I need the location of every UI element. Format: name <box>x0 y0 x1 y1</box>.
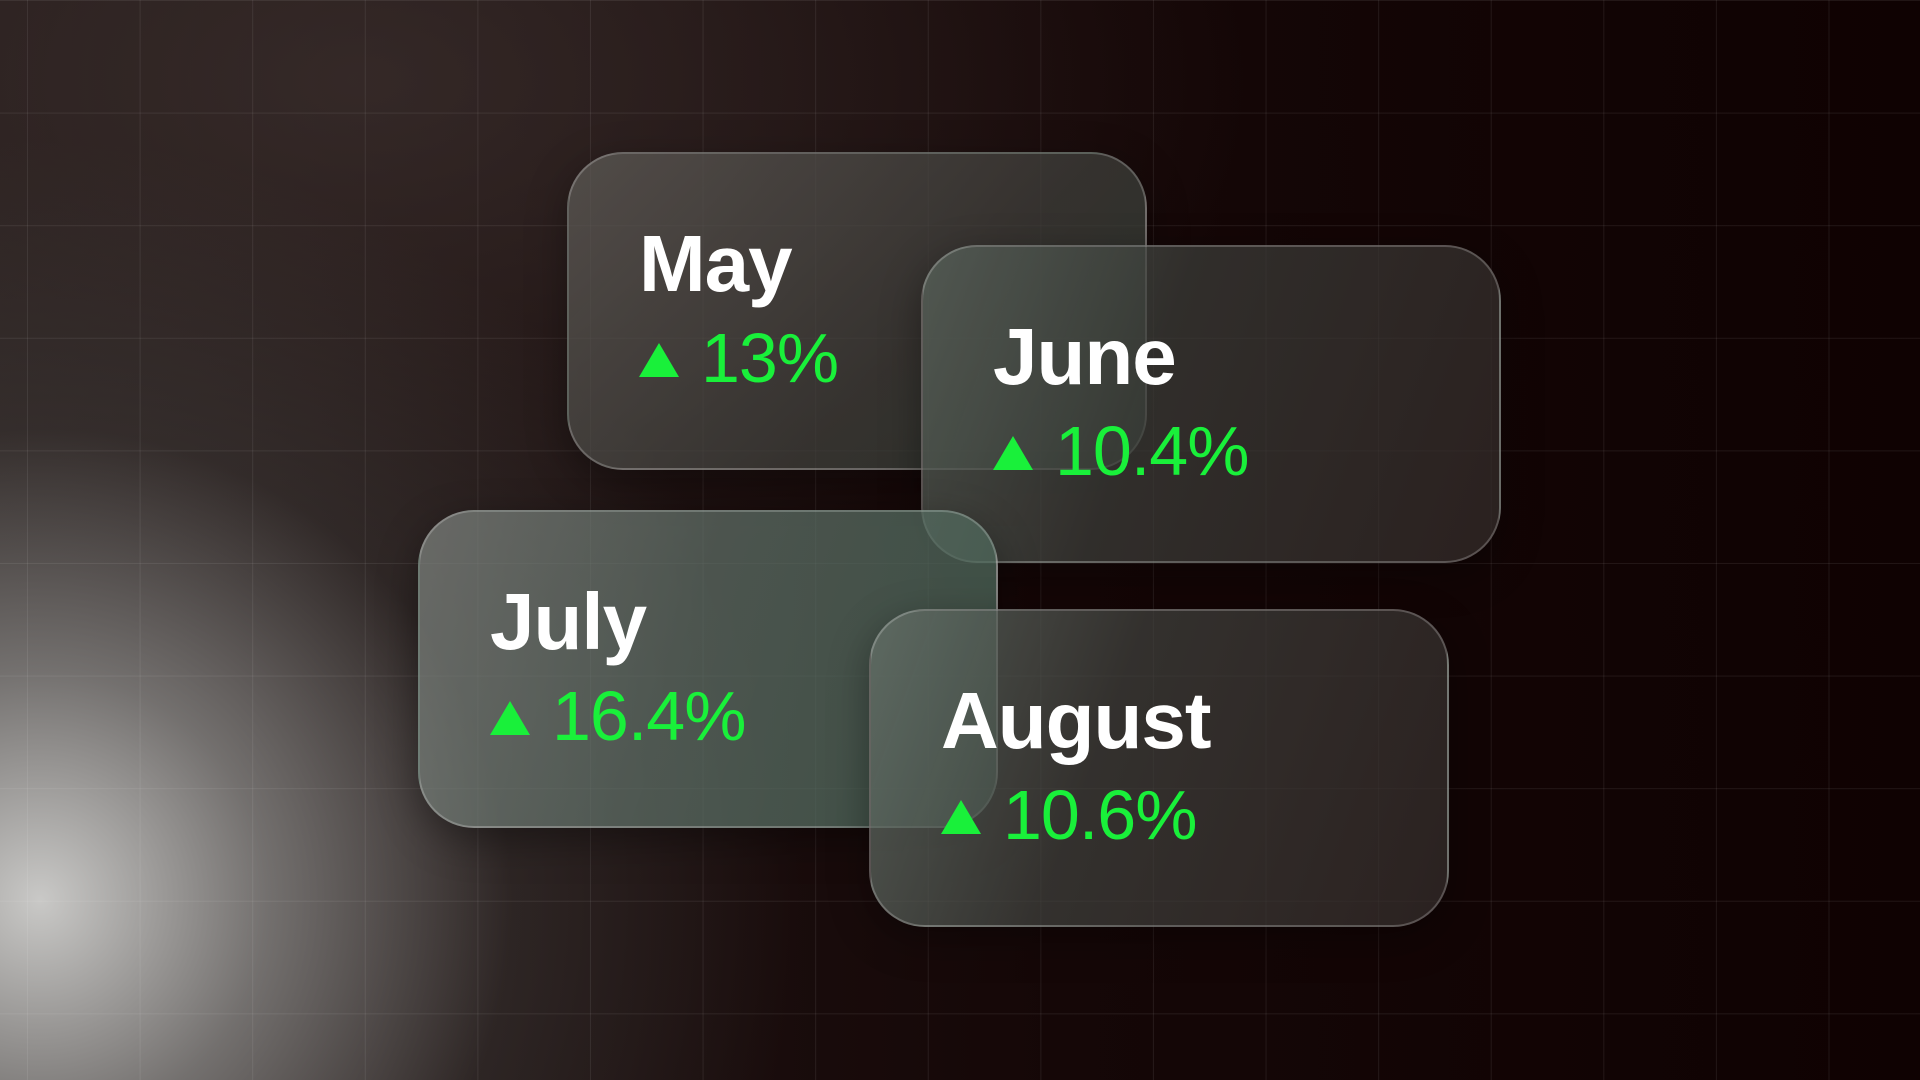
month-card-august: August 10.6% <box>869 609 1449 927</box>
change-value: 10.6% <box>1003 776 1197 854</box>
change-value: 16.4% <box>552 677 746 755</box>
change-value: 13% <box>701 319 839 397</box>
up-triangle-icon <box>993 436 1033 470</box>
change-row: 10.6% <box>941 775 1447 855</box>
up-triangle-icon <box>639 343 679 377</box>
month-label: July <box>490 577 647 666</box>
change-row: 16.4% <box>490 676 996 756</box>
up-triangle-icon <box>941 800 981 834</box>
change-row: 10.4% <box>993 411 1499 491</box>
month-card-june: June 10.4% <box>921 245 1501 563</box>
change-row: 13% <box>639 318 1145 398</box>
month-label: June <box>993 312 1177 401</box>
change-value: 10.4% <box>1055 412 1249 490</box>
month-label: August <box>941 676 1212 765</box>
up-triangle-icon <box>490 701 530 735</box>
month-label: May <box>639 219 793 308</box>
